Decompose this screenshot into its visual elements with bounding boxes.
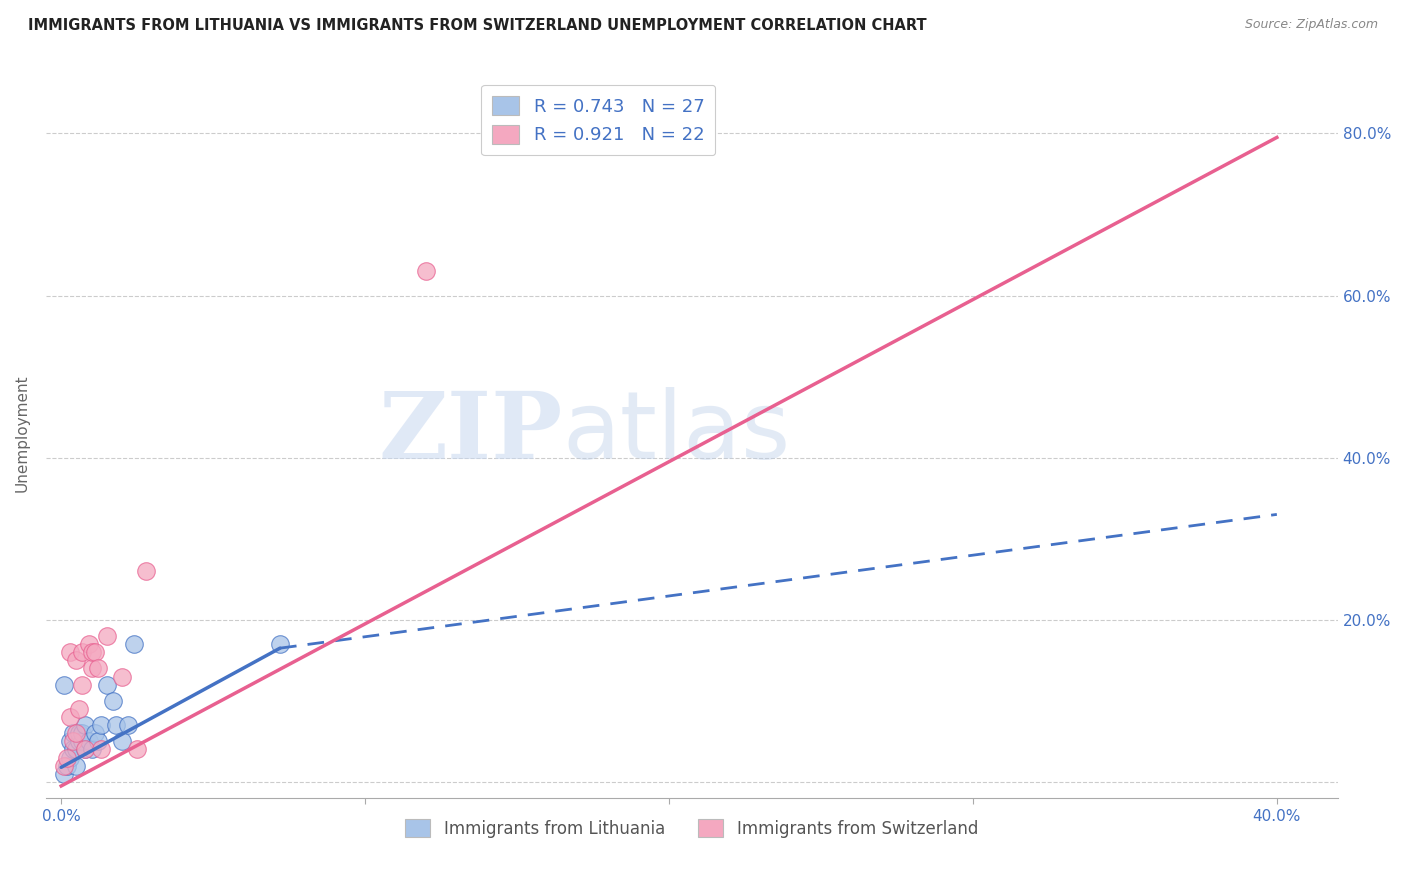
Point bbox=[62, 734, 84, 748]
Point bbox=[65, 726, 87, 740]
Point bbox=[62, 742, 84, 756]
Text: IMMIGRANTS FROM LITHUANIA VS IMMIGRANTS FROM SWITZERLAND UNEMPLOYMENT CORRELATIO: IMMIGRANTS FROM LITHUANIA VS IMMIGRANTS … bbox=[28, 18, 927, 33]
Point bbox=[53, 758, 76, 772]
Point bbox=[86, 661, 108, 675]
Text: atlas: atlas bbox=[562, 387, 792, 479]
Point bbox=[72, 734, 94, 748]
Point bbox=[75, 742, 97, 756]
Legend: Immigrants from Lithuania, Immigrants from Switzerland: Immigrants from Lithuania, Immigrants fr… bbox=[399, 813, 984, 845]
Point bbox=[104, 718, 127, 732]
Point bbox=[59, 710, 82, 724]
Point bbox=[80, 661, 103, 675]
Point bbox=[53, 678, 76, 692]
Point bbox=[269, 637, 291, 651]
Point bbox=[135, 564, 157, 578]
Point bbox=[56, 758, 79, 772]
Point bbox=[90, 718, 112, 732]
Point bbox=[72, 645, 94, 659]
Text: Source: ZipAtlas.com: Source: ZipAtlas.com bbox=[1244, 18, 1378, 31]
Point bbox=[80, 742, 103, 756]
Point bbox=[111, 669, 134, 683]
Point bbox=[111, 734, 134, 748]
Point bbox=[127, 742, 149, 756]
Point bbox=[117, 718, 139, 732]
Point bbox=[122, 637, 145, 651]
Point bbox=[96, 629, 118, 643]
Point bbox=[65, 742, 87, 756]
Point bbox=[67, 702, 90, 716]
Point bbox=[75, 742, 97, 756]
Point bbox=[65, 758, 87, 772]
Text: ZIP: ZIP bbox=[378, 388, 562, 478]
Point bbox=[72, 726, 94, 740]
Point bbox=[67, 726, 90, 740]
Point bbox=[415, 264, 437, 278]
Point bbox=[80, 645, 103, 659]
Point bbox=[56, 750, 79, 764]
Point bbox=[86, 734, 108, 748]
Point bbox=[67, 734, 90, 748]
Y-axis label: Unemployment: Unemployment bbox=[15, 375, 30, 492]
Point bbox=[59, 750, 82, 764]
Point bbox=[53, 767, 76, 781]
Point bbox=[90, 742, 112, 756]
Point bbox=[96, 678, 118, 692]
Point bbox=[77, 637, 100, 651]
Point bbox=[75, 718, 97, 732]
Point bbox=[83, 726, 105, 740]
Point bbox=[59, 645, 82, 659]
Point bbox=[101, 694, 124, 708]
Point bbox=[59, 734, 82, 748]
Point bbox=[72, 678, 94, 692]
Point bbox=[65, 653, 87, 667]
Point bbox=[83, 645, 105, 659]
Point bbox=[62, 726, 84, 740]
Point bbox=[77, 734, 100, 748]
